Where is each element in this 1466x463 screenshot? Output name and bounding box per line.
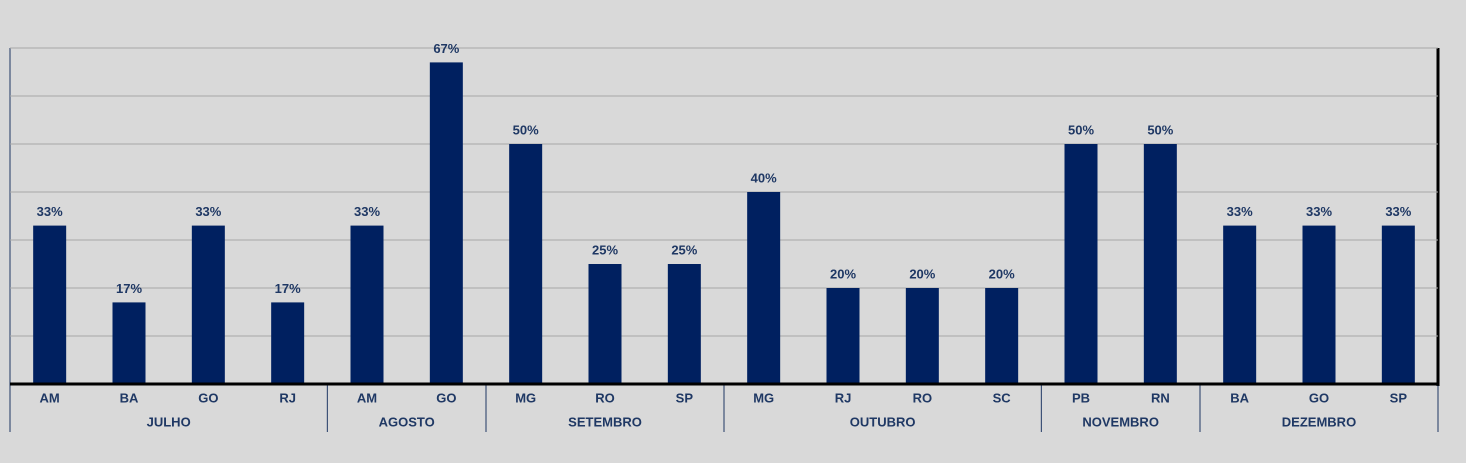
- x-tick-label: PB: [1072, 390, 1090, 405]
- bar: [588, 264, 622, 384]
- bar: [1143, 144, 1177, 384]
- x-tick-label: RJ: [835, 390, 852, 405]
- bar: [350, 225, 384, 384]
- bar: [191, 225, 225, 384]
- group-label: OUTUBRO: [850, 414, 916, 429]
- bar: [985, 288, 1019, 384]
- value-label: 50%: [513, 122, 539, 137]
- value-label: 33%: [1385, 204, 1411, 219]
- bar: [429, 62, 463, 385]
- bar: [271, 302, 305, 384]
- x-tick-label: BA: [120, 390, 139, 405]
- bar: [1064, 144, 1098, 384]
- x-tick-label: RJ: [279, 390, 296, 405]
- value-label: 33%: [1227, 204, 1253, 219]
- x-tick-label: GO: [1309, 390, 1329, 405]
- x-tick-label: AM: [357, 390, 377, 405]
- value-label: 33%: [354, 204, 380, 219]
- value-label: 67%: [433, 41, 459, 56]
- x-tick-label: RO: [913, 390, 933, 405]
- x-tick-label: RO: [595, 390, 615, 405]
- bar: [1381, 225, 1415, 384]
- x-tick-label: AM: [40, 390, 60, 405]
- value-label: 50%: [1147, 122, 1173, 137]
- value-label: 25%: [671, 242, 697, 257]
- group-label: DEZEMBRO: [1282, 414, 1356, 429]
- value-label: 20%: [989, 266, 1015, 281]
- x-tick-label: GO: [436, 390, 456, 405]
- bar: [747, 192, 781, 384]
- bar: [33, 225, 67, 384]
- value-label: 25%: [592, 242, 618, 257]
- x-tick-label: SP: [1390, 390, 1408, 405]
- x-tick-label: BA: [1230, 390, 1249, 405]
- x-tick-label: SC: [993, 390, 1012, 405]
- value-label: 17%: [116, 281, 142, 296]
- bar: [1223, 225, 1257, 384]
- value-label: 20%: [909, 266, 935, 281]
- bar: [1302, 225, 1336, 384]
- bar: [667, 264, 701, 384]
- group-label: SETEMBRO: [568, 414, 642, 429]
- x-tick-label: MG: [515, 390, 536, 405]
- group-label: JULHO: [147, 414, 191, 429]
- bar: [905, 288, 939, 384]
- value-label: 50%: [1068, 122, 1094, 137]
- x-tick-label: MG: [753, 390, 774, 405]
- value-label: 20%: [830, 266, 856, 281]
- x-tick-label: GO: [198, 390, 218, 405]
- value-label: 17%: [275, 281, 301, 296]
- value-label: 33%: [1306, 204, 1332, 219]
- x-tick-label: SP: [676, 390, 694, 405]
- x-tick-label: RN: [1151, 390, 1170, 405]
- value-label: 33%: [195, 204, 221, 219]
- value-label: 33%: [37, 204, 63, 219]
- bar: [112, 302, 146, 384]
- bar: [509, 144, 543, 384]
- group-label: NOVEMBRO: [1082, 414, 1159, 429]
- group-label: AGOSTO: [379, 414, 435, 429]
- value-label: 40%: [751, 170, 777, 185]
- bar: [826, 288, 860, 384]
